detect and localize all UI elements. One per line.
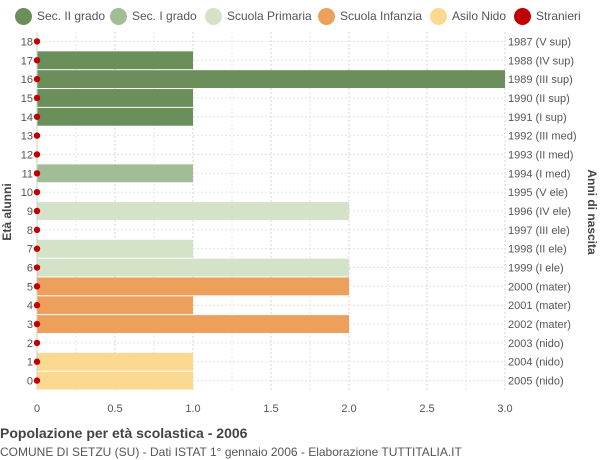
stranieri-marker-age-3 [33, 320, 41, 328]
stranieri-marker-age-5 [33, 283, 41, 290]
y-tick-label-age: 16 [21, 74, 33, 86]
bar-age-6 [37, 258, 349, 277]
legend-swatch [110, 7, 127, 25]
bar-age-5 [37, 277, 349, 296]
legend-item-scuola-primaria: Scuola Primaria [205, 6, 312, 26]
y-tick-label-birth-year: 1997 (III ele) [508, 225, 570, 237]
x-tick-label: 1.0 [185, 403, 200, 415]
legend-item-sec-i-grado: Sec. I grado [110, 6, 197, 26]
bar-age-17 [37, 51, 193, 70]
x-tick-label: 2.5 [419, 403, 434, 415]
stranieri-marker-age-15 [33, 94, 41, 102]
y-tick-label-birth-year: 1996 (IV ele) [508, 206, 571, 218]
y-tick-label-birth-year: 2001 (mater) [508, 300, 571, 312]
x-tick-label: 2.0 [341, 403, 356, 415]
y-tick-label-birth-year: 1987 (V sup) [508, 36, 571, 48]
y-tick-label-age: 9 [27, 206, 33, 218]
chart-footer-subtitle: COMUNE DI SETZU (SU) - Dati ISTAT 1° gen… [0, 445, 462, 459]
y-tick-label-birth-year: 1995 (V ele) [508, 187, 568, 199]
legend-label: Stranieri [536, 9, 581, 23]
y-tick-label-age: 3 [27, 319, 33, 331]
bar-age-14 [37, 107, 193, 126]
y-tick-label-birth-year: 2004 (nido) [508, 357, 564, 369]
y-tick-label-birth-year: 2002 (mater) [508, 319, 571, 331]
bar-age-4 [37, 296, 193, 315]
legend-swatch [430, 7, 447, 25]
legend-item-scuola-infanzia: Scuola Infanzia [318, 6, 422, 26]
bar-age-7 [37, 239, 193, 258]
legend-item-stranieri: Stranieri [514, 6, 581, 26]
stranieri-marker-age-11 [33, 170, 41, 177]
bar-age-1 [37, 352, 193, 371]
stranieri-marker-age-10 [33, 188, 41, 196]
x-tick-label: 3.0 [497, 403, 512, 415]
bar-age-16 [37, 70, 505, 89]
bar-age-15 [37, 89, 193, 107]
stranieri-marker-age-4 [33, 302, 41, 309]
legend: Sec. II grado Sec. I grado Scuola Primar… [0, 6, 600, 26]
y-tick-label-age: 5 [27, 281, 33, 293]
x-tick-label: 0.5 [107, 403, 122, 415]
stranieri-marker-age-0 [33, 377, 41, 384]
y-tick-label-birth-year: 1988 (IV sup) [508, 55, 574, 67]
y-tick-label-age: 10 [21, 187, 33, 199]
y-tick-label-age: 12 [21, 149, 33, 161]
legend-swatch [15, 7, 32, 25]
x-tick-label: 0 [34, 403, 40, 415]
legend-item-asilo-nido: Asilo Nido [430, 6, 506, 26]
y-tick-label-age: 1 [27, 357, 33, 369]
legend-label: Scuola Infanzia [340, 9, 423, 23]
y-tick-label-birth-year: 1990 (II sup) [508, 93, 570, 105]
y-tick-label-birth-year: 1998 (II ele) [508, 244, 567, 256]
y-tick-label-age: 17 [21, 55, 33, 67]
stranieri-marker-age-7 [33, 245, 41, 252]
y-tick-label-age: 4 [27, 300, 33, 312]
stranieri-marker-age-17 [33, 57, 41, 64]
stranieri-marker-age-6 [33, 264, 41, 271]
stranieri-marker-age-14 [33, 113, 41, 120]
y-tick-label-birth-year: 2003 (nido) [508, 338, 564, 350]
bar-age-11 [37, 164, 193, 183]
y-tick-label-age: 13 [21, 131, 33, 143]
bar-age-0 [37, 371, 193, 390]
bar-age-9 [37, 202, 349, 220]
stranieri-marker-age-9 [33, 207, 41, 215]
y-tick-label-age: 15 [21, 93, 33, 105]
chart-footer-title: Popolazione per età scolastica - 2006 [0, 425, 248, 441]
stranieri-marker-age-2 [33, 339, 41, 347]
stranieri-marker-age-12 [33, 151, 41, 158]
y-tick-label-age: 2 [27, 338, 33, 350]
y-tick-label-age: 14 [21, 112, 33, 124]
legend-label: Sec. I grado [132, 9, 197, 23]
y-tick-label-birth-year: 1993 (II med) [508, 149, 573, 161]
y-tick-label-age: 7 [27, 244, 33, 256]
stranieri-marker-age-18 [33, 38, 41, 45]
y-tick-label-birth-year: 1999 (I ele) [508, 263, 564, 275]
stranieri-marker-age-16 [33, 75, 41, 83]
legend-label: Sec. II grado [37, 9, 106, 23]
y-tick-label-birth-year: 1991 (I sup) [508, 112, 567, 124]
y-tick-label-birth-year: 1989 (III sup) [508, 74, 573, 86]
stranieri-marker-age-8 [33, 226, 41, 234]
bar-age-3 [37, 315, 349, 333]
y-tick-label-age: 8 [27, 225, 33, 237]
x-tick-label: 1.5 [263, 403, 278, 415]
legend-item-sec-ii-grado: Sec. II grado [15, 6, 105, 26]
stranieri-marker-age-13 [33, 132, 41, 139]
legend-label: Scuola Primaria [227, 9, 312, 23]
legend-label: Asilo Nido [452, 9, 507, 23]
y-tick-label-birth-year: 2005 (nido) [508, 376, 564, 388]
legend-swatch [205, 7, 222, 25]
y-tick-label-birth-year: 2000 (mater) [508, 281, 571, 293]
y-tick-label-birth-year: 1992 (III med) [508, 131, 576, 143]
legend-swatch [514, 7, 531, 25]
y-tick-label-birth-year: 1994 (I med) [508, 168, 570, 180]
y-tick-label-age: 6 [27, 263, 33, 275]
y-tick-label-age: 18 [21, 36, 33, 48]
legend-swatch [318, 7, 335, 25]
y-tick-label-age: 11 [22, 168, 33, 180]
y-tick-label-age: 0 [27, 376, 33, 388]
stranieri-marker-age-1 [33, 358, 41, 365]
